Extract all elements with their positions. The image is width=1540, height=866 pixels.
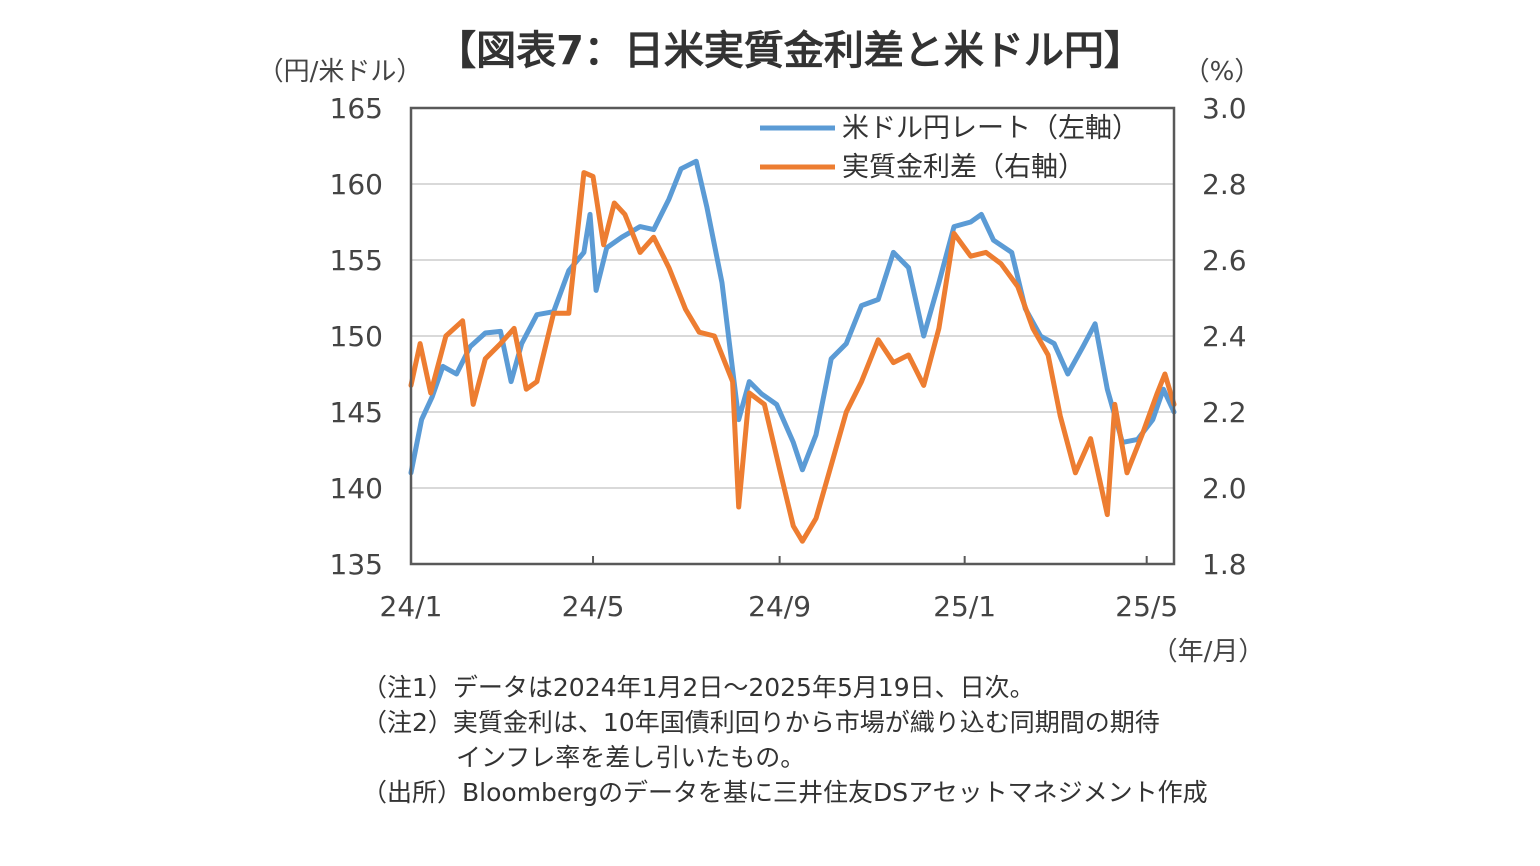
footnotes: （注1）データは2024年1月2日～2025年5月19日、日次。 （注2）実質金…: [362, 670, 1208, 810]
real-rate-diff-line: [408, 170, 1177, 544]
right-tick-label: 2.6: [1202, 244, 1247, 277]
right-tick-label: 2.0: [1202, 472, 1247, 505]
right-axis-unit: （%）: [1184, 57, 1261, 87]
series-lines: [408, 158, 1177, 544]
note-1: （注1）データは2024年1月2日～2025年5月19日、日次。: [362, 673, 1035, 702]
legend: 米ドル円レート（左軸） 実質金利差（右軸）: [760, 113, 1139, 183]
gridlines: [411, 183, 1174, 489]
left-axis-unit: （円/米ドル）: [258, 57, 423, 87]
left-tick-label: 140: [330, 472, 383, 505]
right-tick-label: 2.2: [1202, 396, 1247, 429]
x-tick-label: 24/5: [562, 590, 625, 623]
left-tick-label: 155: [330, 244, 383, 277]
left-tick-label: 165: [330, 92, 383, 125]
left-tick-label: 135: [330, 548, 383, 581]
note-2: （注2）実質金利は、10年国債利回りから市場が織り込む同期間の期待: [362, 708, 1160, 737]
left-tick-label: 145: [330, 396, 383, 429]
right-tick-label: 3.0: [1202, 92, 1247, 125]
source-note: （出所）Bloombergのデータを基に三井住友DSアセットマネジメント作成: [362, 778, 1208, 807]
left-tick-label: 160: [330, 168, 383, 201]
right-tick-label: 1.8: [1202, 548, 1247, 581]
x-tick-label: 25/1: [933, 590, 996, 623]
x-axis-ticks: 24/1 24/5 24/9 25/1 25/5: [380, 556, 1178, 623]
note-2-continuation: インフレ率を差し引いたもの。: [456, 743, 806, 772]
x-tick-label: 24/1: [380, 590, 443, 623]
x-tick-label: 24/9: [748, 590, 811, 623]
x-tick-label: 25/5: [1115, 590, 1178, 623]
plot-frame: [409, 106, 1176, 566]
right-tick-label: 2.8: [1202, 168, 1247, 201]
right-tick-label: 2.4: [1202, 320, 1247, 353]
usdjpy-line: [408, 158, 1177, 476]
legend-label-usdjpy: 米ドル円レート（左軸）: [842, 113, 1139, 144]
legend-label-real-rate-diff: 実質金利差（右軸）: [842, 152, 1085, 183]
x-axis-unit: （年/月）: [1152, 637, 1265, 667]
right-axis-ticks: 1.8 2.0 2.2 2.4 2.6 2.8 3.0: [1202, 92, 1247, 581]
left-axis-ticks: 135 140 145 150 155 160 165: [330, 92, 383, 581]
chart-title: 【図表7：日米実質金利差と米ドル円】: [436, 28, 1144, 74]
left-tick-label: 150: [330, 320, 383, 353]
